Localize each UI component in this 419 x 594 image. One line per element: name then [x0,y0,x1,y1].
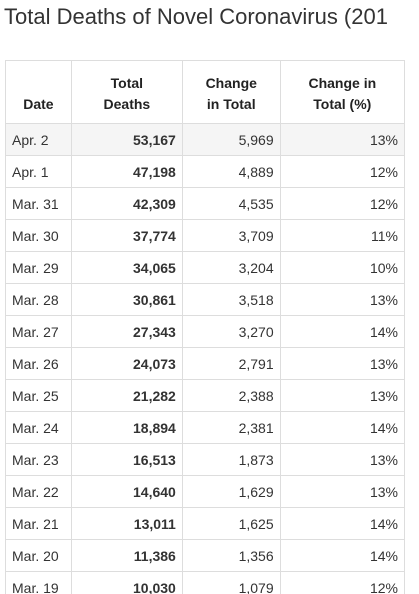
table-cell: 3,270 [181,315,281,348]
table-cell: 12% [279,571,406,594]
table-cell: Mar. 31 [5,187,72,220]
table-row: Mar. 30 37,774 3,709 11% [5,219,406,252]
table-cell: Mar. 30 [5,219,72,252]
table-row: Apr. 1 47,198 4,889 12% [5,155,406,188]
table-cell: Mar. 27 [5,315,72,348]
table-cell: 24,073 [70,347,183,380]
table-cell: 2,791 [181,347,281,380]
table-cell: 34,065 [70,251,183,284]
table-row: Mar. 24 18,894 2,381 14% [5,411,406,444]
table-cell: Mar. 24 [5,411,72,444]
table-cell: 2,381 [181,411,281,444]
table-cell: 13% [279,379,406,412]
table-cell: 47,198 [70,155,183,188]
column-header: Date [5,60,72,124]
column-header: Change in Total [181,60,281,124]
table-cell: 37,774 [70,219,183,252]
table-cell: 1,625 [181,507,281,540]
table-row: Mar. 29 34,065 3,204 10% [5,251,406,284]
table-cell: 1,356 [181,539,281,572]
table-cell: 53,167 [70,123,183,156]
table-cell: 3,518 [181,283,281,316]
table-row: Mar. 21 13,011 1,625 14% [5,507,406,540]
table-cell: 1,079 [181,571,281,594]
table-row: Mar. 19 10,030 1,079 12% [5,571,406,594]
table-cell: 14% [279,411,406,444]
table-cell: 10,030 [70,571,183,594]
table-cell: Mar. 25 [5,379,72,412]
table-cell: Mar. 28 [5,283,72,316]
table-row: Mar. 25 21,282 2,388 13% [5,379,406,412]
table-cell: 3,204 [181,251,281,284]
table-cell: 1,629 [181,475,281,508]
table-cell: 4,889 [181,155,281,188]
table-cell: 12% [279,187,406,220]
table-row: Apr. 2 53,167 5,969 13% [5,123,406,156]
table-cell: Mar. 19 [5,571,72,594]
table-cell: 10% [279,251,406,284]
header-text: Change in Total [205,75,257,112]
table-cell: 11,386 [70,539,183,572]
table-cell: 13,011 [70,507,183,540]
table-cell: 16,513 [70,443,183,476]
table-cell: 14% [279,507,406,540]
table-cell: Mar. 22 [5,475,72,508]
table-cell: 14% [279,539,406,572]
column-header: Change in Total (%) [279,60,406,124]
table-cell: 1,873 [181,443,281,476]
table-cell: 13% [279,283,406,316]
header-text: Change in Total (%) [308,75,377,112]
table-row: Mar. 23 16,513 1,873 13% [5,443,406,476]
table-row: Mar. 22 14,640 1,629 13% [5,475,406,508]
table-cell: Mar. 26 [5,347,72,380]
table-cell: Mar. 20 [5,539,72,572]
table-cell: 3,709 [181,219,281,252]
table-row: Mar. 27 27,343 3,270 14% [5,315,406,348]
table-cell: 30,861 [70,283,183,316]
table-cell: Mar. 23 [5,443,72,476]
table-row: Mar. 26 24,073 2,791 13% [5,347,406,380]
table-cell: 13% [279,123,406,156]
table-cell: Apr. 1 [5,155,72,188]
table-cell: 14,640 [70,475,183,508]
header-text: Date [23,96,54,112]
table-cell: 21,282 [70,379,183,412]
column-header: Total Deaths [70,60,183,124]
title: Total Deaths of Novel Coronavirus (201 [4,4,388,29]
table-cell: Mar. 21 [5,507,72,540]
table-cell: 11% [279,219,406,252]
table-cell: 13% [279,443,406,476]
table-cell: Apr. 2 [5,123,72,156]
table-cell: 13% [279,475,406,508]
table-cell: 5,969 [181,123,281,156]
header-row: Date Total Deaths Change in Total Change in… [5,60,406,124]
table-cell: 13% [279,347,406,380]
table-cell: 18,894 [70,411,183,444]
header-text: Total Deaths [103,75,151,112]
table-cell: 14% [279,315,406,348]
table-row: Mar. 20 11,386 1,356 14% [5,539,406,572]
table-cell: 12% [279,155,406,188]
table-row: Mar. 28 30,861 3,518 13% [5,283,406,316]
table-cell: 4,535 [181,187,281,220]
table-cell: 2,388 [181,379,281,412]
deaths-table: Date Total Deaths Change in Total Change in… [5,60,406,594]
table-cell: Mar. 29 [5,251,72,284]
table-row: Mar. 31 42,309 4,535 12% [5,187,406,220]
table-cell: 27,343 [70,315,183,348]
table-cell: 42,309 [70,187,183,220]
